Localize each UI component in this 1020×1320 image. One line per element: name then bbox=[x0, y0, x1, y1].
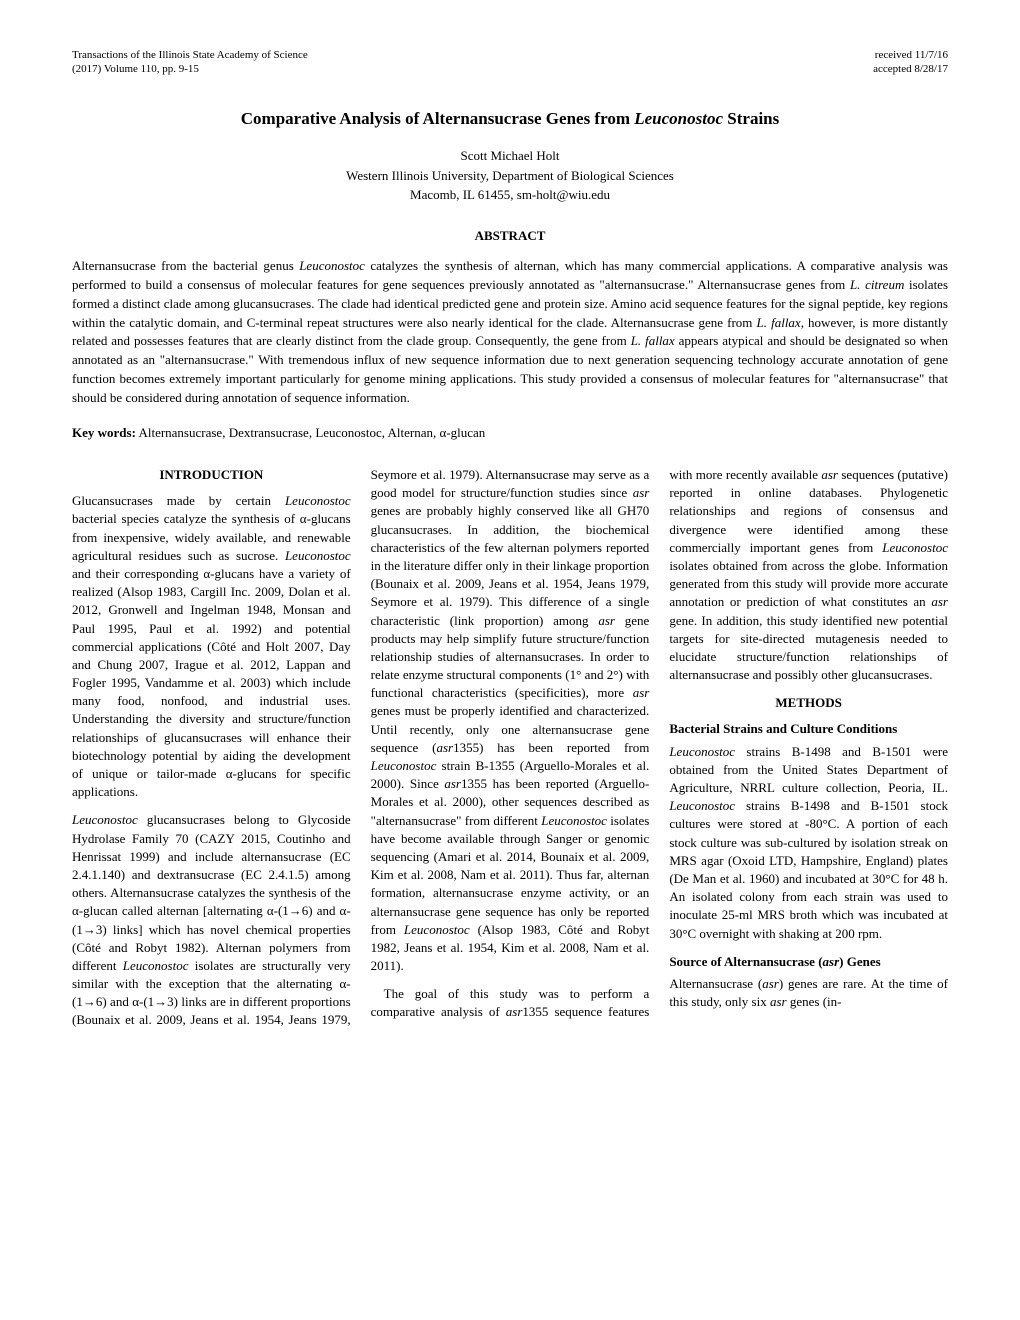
author-affiliation: Western Illinois University, Department … bbox=[72, 166, 948, 186]
methods-paragraph-2: Alternansucrase (asr) genes are rare. At… bbox=[669, 975, 948, 1011]
methods-subheading-2: Source of Alternansucrase (asr) Genes bbox=[669, 953, 948, 971]
methods-paragraph-1: Leuconostoc strains B-1498 and B-1501 we… bbox=[669, 743, 948, 943]
header-left: Transactions of the Illinois State Acade… bbox=[72, 48, 308, 77]
author-block: Scott Michael Holt Western Illinois Univ… bbox=[72, 146, 948, 205]
header-right: received 11/7/16 accepted 8/28/17 bbox=[873, 48, 948, 77]
volume-info: (2017) Volume 110, pp. 9-15 bbox=[72, 62, 308, 76]
body-columns: INTRODUCTION Glucansucrases made by cert… bbox=[72, 466, 948, 1030]
keywords-label: Key words: bbox=[72, 425, 136, 440]
author-name: Scott Michael Holt bbox=[72, 146, 948, 166]
journal-name: Transactions of the Illinois State Acade… bbox=[72, 48, 308, 62]
keywords-text: Alternansucrase, Dextransucrase, Leucono… bbox=[136, 425, 485, 440]
received-date: received 11/7/16 bbox=[873, 48, 948, 62]
methods-heading: METHODS bbox=[669, 694, 948, 712]
abstract-text: Alternansucrase from the bacterial genus… bbox=[72, 257, 948, 408]
paper-title: Comparative Analysis of Alternansucrase … bbox=[72, 107, 948, 131]
keywords: Key words: Alternansucrase, Dextransucra… bbox=[72, 424, 948, 442]
title-text: Comparative Analysis of Alternansucrase … bbox=[241, 109, 780, 128]
page-header: Transactions of the Illinois State Acade… bbox=[72, 48, 948, 77]
intro-paragraph-1: Glucansucrases made by certain Leuconost… bbox=[72, 492, 351, 801]
accepted-date: accepted 8/28/17 bbox=[873, 62, 948, 76]
abstract-heading: ABSTRACT bbox=[72, 227, 948, 245]
methods-subheading-1: Bacterial Strains and Culture Conditions bbox=[669, 720, 948, 738]
author-address: Macomb, IL 61455, sm-holt@wiu.edu bbox=[72, 185, 948, 205]
introduction-heading: INTRODUCTION bbox=[72, 466, 351, 484]
